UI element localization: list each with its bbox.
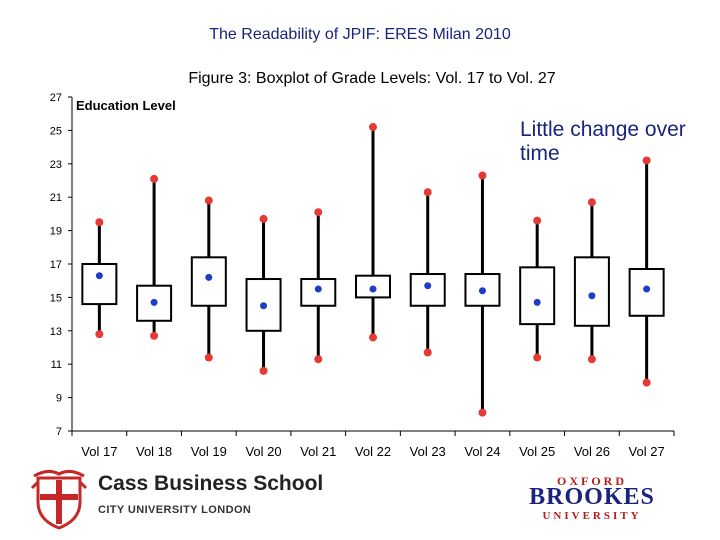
x-ticks-group: Vol 17 Vol 18 Vol 19 Vol 20 Vol 21 Vol 22 Vol … <box>71 431 675 459</box>
y-tick-label: 21 <box>50 192 62 204</box>
y-axis-label: Education Level <box>76 98 176 113</box>
cass-crest-icon <box>30 469 88 530</box>
max-point <box>369 123 377 132</box>
box-6 <box>409 188 446 357</box>
x-tick-label: Vol 24 <box>464 444 500 459</box>
max-point <box>587 198 596 207</box>
max-point <box>95 218 104 227</box>
y-tick-label: 11 <box>51 359 62 371</box>
x-tick-label: Vol 19 <box>191 444 227 459</box>
brookes-top-text: OXFORD <box>557 474 627 488</box>
y-tick-label: 19 <box>50 226 62 238</box>
mean-point <box>260 302 268 310</box>
min-point <box>150 331 159 340</box>
y-tick-label: 13 <box>50 326 62 338</box>
iqr-box <box>519 266 556 326</box>
brookes-main-text: BROOKES <box>529 484 655 510</box>
oxford-brookes-logo: OXFORD BROOKES UNIVERSITY <box>512 474 672 524</box>
box-10 <box>628 156 665 387</box>
x-tick-label: Vol 27 <box>629 444 665 459</box>
min-point <box>533 353 542 362</box>
y-ticks-group: 7 9 11 13 15 17 19 21 23 25 27 <box>50 92 72 438</box>
x-tick-label: Vol 26 <box>574 444 610 459</box>
mean-point <box>369 285 377 293</box>
min-point <box>95 330 104 339</box>
iqr-box <box>573 256 610 327</box>
brookes-bottom-text: UNIVERSITY <box>542 510 642 522</box>
cass-name: Cass Business School <box>98 472 324 495</box>
chart-title: Figure 3: Boxplot of Grade Levels: Vol. … <box>188 70 556 87</box>
min-point <box>642 378 651 387</box>
y-tick-label: 15 <box>50 292 62 304</box>
max-point <box>204 196 213 205</box>
y-tick-label: 17 <box>50 259 62 271</box>
iqr-box <box>190 256 227 307</box>
box-3 <box>245 214 282 375</box>
cass-subtitle: CITY UNIVERSITY LONDON <box>98 504 252 516</box>
mean-point <box>533 298 541 306</box>
y-tick-label: 25 <box>50 125 62 137</box>
x-tick-label: Vol 23 <box>410 444 446 459</box>
x-tick-label: Vol 25 <box>519 444 555 459</box>
min-point <box>587 355 596 364</box>
max-point <box>533 216 542 225</box>
box-9 <box>573 198 610 364</box>
box-8 <box>519 216 556 362</box>
min-point <box>478 408 487 417</box>
cass-business-school-logo: Cass Business School CITY UNIVERSITY LON… <box>28 468 323 530</box>
x-tick-label: Vol 17 <box>81 444 117 459</box>
mean-point <box>588 292 596 300</box>
min-point <box>314 355 323 364</box>
mean-point <box>150 298 158 306</box>
box-4 <box>300 208 337 364</box>
x-tick-label: Vol 21 <box>300 444 336 459</box>
y-tick-label: 27 <box>50 92 62 104</box>
mean-point <box>424 282 432 290</box>
mean-point <box>314 285 322 293</box>
min-point <box>423 348 432 357</box>
y-tick-label: 7 <box>56 426 62 438</box>
slide-title: The Readability of JPIF: ERES Milan 2010 <box>209 26 511 43</box>
x-tick-label: Vol 20 <box>245 444 281 459</box>
annotation-text: Little change over time <box>520 118 686 165</box>
boxes-group <box>81 123 665 417</box>
iqr-box <box>81 263 118 306</box>
min-point <box>369 333 377 342</box>
y-tick-label: 23 <box>50 159 62 171</box>
max-point <box>314 208 323 217</box>
x-tick-label: Vol 18 <box>136 444 172 459</box>
min-point <box>259 366 268 375</box>
mean-point <box>643 285 651 293</box>
mean-point <box>478 287 486 295</box>
y-tick-label: 9 <box>56 393 62 405</box>
mean-point <box>95 272 103 280</box>
max-point <box>642 156 651 165</box>
box-1 <box>136 174 173 340</box>
max-point <box>259 214 268 223</box>
iqr-box <box>409 273 446 307</box>
x-tick-label: Vol 22 <box>355 444 391 459</box>
box-7 <box>464 171 501 417</box>
box-2 <box>190 196 227 362</box>
max-point <box>150 174 159 183</box>
mean-point <box>205 273 213 281</box>
box-0 <box>81 218 118 339</box>
max-point <box>423 188 432 197</box>
box-5 <box>355 123 391 342</box>
min-point <box>204 353 213 362</box>
max-point <box>478 171 487 180</box>
